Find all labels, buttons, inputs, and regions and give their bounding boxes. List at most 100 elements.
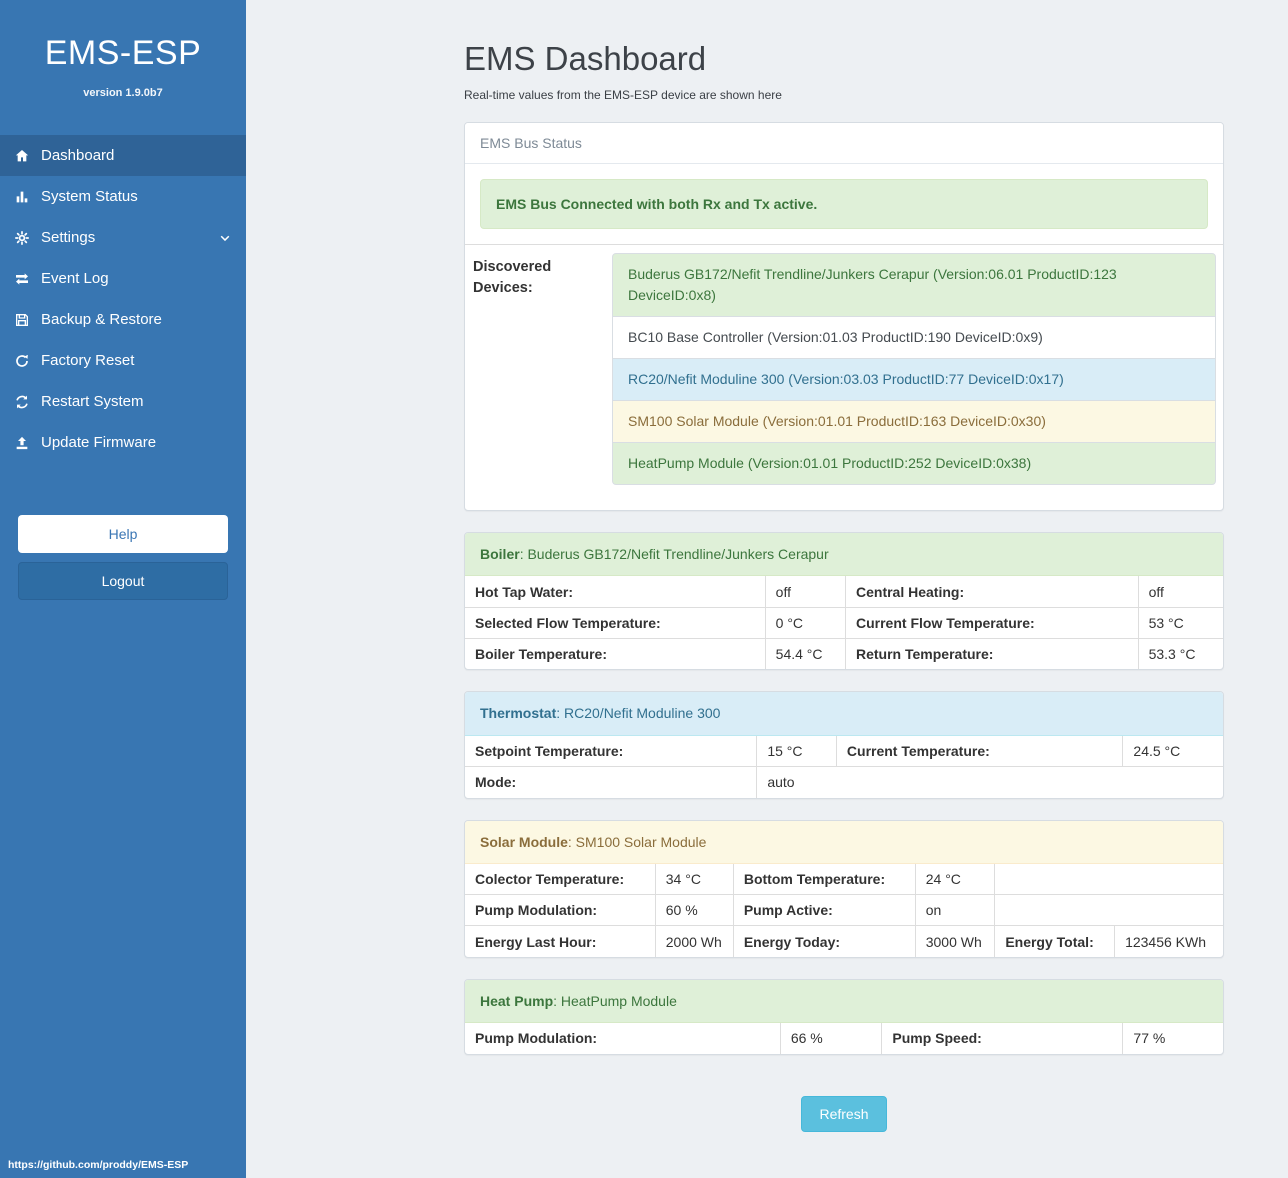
heatpump-panel-heading: Heat Pump: HeatPump Module xyxy=(465,979,1223,1023)
panel-device-name: : Buderus GB172/Nefit Trendline/Junkers … xyxy=(519,546,829,563)
dashboard-content: EMS Dashboard Real-time values from the … xyxy=(464,0,1224,1172)
sidebar-item-backup-restore[interactable]: Backup & Restore xyxy=(0,299,246,340)
field-label: Return Temperature: xyxy=(845,637,1139,670)
panel-device-name: : HeatPump Module xyxy=(553,992,677,1009)
table-row: Selected Flow Temperature: 0 °C Current … xyxy=(465,606,1223,639)
boiler-table: Hot Tap Water: off Central Heating: off … xyxy=(465,576,1223,670)
app-version: version 1.9.0b7 xyxy=(83,87,163,99)
list-item: Buderus GB172/Nefit Trendline/Junkers Ce… xyxy=(612,253,1216,318)
table-row: Hot Tap Water: off Central Heating: off xyxy=(465,576,1223,608)
table-row: Energy Last Hour: 2000 Wh Energy Today: … xyxy=(465,925,1223,957)
discovered-devices-row: Discovered Devices: Buderus GB172/Nefit … xyxy=(465,244,1223,510)
solar-module-panel: Solar Module: SM100 Solar Module Colecto… xyxy=(464,819,1224,958)
empty-cell xyxy=(994,894,1223,926)
thermostat-panel: Thermostat: RC20/Nefit Moduline 300 Setp… xyxy=(464,691,1224,799)
table-row: Colector Temperature: 34 °C Bottom Tempe… xyxy=(465,863,1223,895)
field-label: Pump Speed: xyxy=(881,1022,1123,1054)
field-label: Pump Active: xyxy=(732,894,916,926)
sidebar-item-restart-system[interactable]: Restart System xyxy=(0,381,246,422)
field-label: Selected Flow Temperature: xyxy=(465,606,766,639)
field-label: Bottom Temperature: xyxy=(732,863,916,895)
boiler-panel: Boiler: Buderus GB172/Nefit Trendline/Ju… xyxy=(464,532,1224,671)
table-row: Setpoint Temperature: 15 °C Current Temp… xyxy=(465,735,1223,767)
sidebar-item-label: Dashboard xyxy=(41,147,115,164)
field-value: 123456 KWh xyxy=(1114,925,1223,957)
field-value: 15 °C xyxy=(756,735,837,767)
thermostat-panel-heading: Thermostat: RC20/Nefit Moduline 300 xyxy=(465,692,1223,736)
solar-table: Colector Temperature: 34 °C Bottom Tempe… xyxy=(465,863,1223,957)
bus-status-alert: EMS Bus Connected with both Rx and Tx ac… xyxy=(480,179,1208,230)
sidebar-item-label: System Status xyxy=(41,188,138,205)
field-label: Current Temperature: xyxy=(835,735,1123,767)
sync-icon xyxy=(14,394,30,410)
upload-icon xyxy=(14,435,30,451)
field-value: off xyxy=(764,576,846,608)
panel-device-name: : SM100 Solar Module xyxy=(567,833,707,850)
sidebar-item-label: Settings xyxy=(41,229,96,246)
sidebar-buttons: Help Logout xyxy=(18,515,228,600)
sidebar-item-system-status[interactable]: System Status xyxy=(0,176,246,217)
sidebar-item-dashboard[interactable]: Dashboard xyxy=(0,135,246,176)
sidebar-nav: Dashboard System Status Settings Event L… xyxy=(0,135,246,463)
field-label: Colector Temperature: xyxy=(475,871,625,887)
field-label: Mode: xyxy=(465,766,757,798)
panel-device-name: : RC20/Nefit Moduline 300 xyxy=(556,705,721,722)
boiler-panel-heading: Boiler: Buderus GB172/Nefit Trendline/Ju… xyxy=(465,533,1223,577)
device-list: Buderus GB172/Nefit Trendline/Junkers Ce… xyxy=(612,253,1216,486)
table-row: Pump Modulation: 60 % Pump Active: on xyxy=(465,894,1223,926)
field-label: Energy Total: xyxy=(994,925,1115,957)
github-link[interactable]: https://github.com/proddy/EMS-ESP xyxy=(8,1159,189,1171)
field-value: 2000 Wh xyxy=(654,925,734,957)
field-value: 0 °C xyxy=(764,606,846,639)
sidebar-item-label: Backup & Restore xyxy=(41,311,162,328)
list-item: SM100 Solar Module (Version:01.01 Produc… xyxy=(612,400,1216,444)
field-label: Hot Tap Water: xyxy=(475,583,573,600)
field-value: 24.5 °C xyxy=(1122,735,1223,767)
chevron-down-icon xyxy=(218,231,232,245)
field-value: 53 °C xyxy=(1137,606,1223,639)
field-label: Setpoint Temperature: xyxy=(475,742,624,759)
table-row: Mode: auto xyxy=(465,766,1223,798)
refresh-button[interactable]: Refresh xyxy=(801,1095,887,1132)
refresh-area: Refresh xyxy=(464,1076,1224,1172)
panel-title: Solar Module xyxy=(480,833,568,850)
bus-panel-title: EMS Bus Status xyxy=(465,123,1223,165)
field-value: 60 % xyxy=(654,894,734,926)
solar-panel-heading: Solar Module: SM100 Solar Module xyxy=(465,820,1223,864)
sidebar-item-label: Factory Reset xyxy=(41,352,135,369)
list-item: BC10 Base Controller (Version:01.03 Prod… xyxy=(612,316,1216,360)
main-area: EMS Dashboard Real-time values from the … xyxy=(246,0,1288,1178)
field-label: Central Heating: xyxy=(845,576,1139,608)
exchange-icon xyxy=(14,271,30,287)
panel-title: Boiler xyxy=(480,546,520,563)
app-brand: EMS-ESP xyxy=(44,34,202,72)
panel-title: Heat Pump xyxy=(480,992,554,1009)
page-subtitle: Real-time values from the EMS-ESP device… xyxy=(464,88,782,102)
help-button[interactable]: Help xyxy=(18,515,228,553)
thermostat-table: Setpoint Temperature: 15 °C Current Temp… xyxy=(465,735,1223,798)
field-value: off xyxy=(1137,576,1223,608)
field-label: Boiler Temperature: xyxy=(465,637,766,670)
field-value: 66 % xyxy=(779,1022,882,1054)
field-label: Pump Modulation: xyxy=(465,894,656,926)
sidebar-item-label: Update Firmware xyxy=(41,434,157,451)
field-value: on xyxy=(914,894,995,926)
sidebar-item-update-firmware[interactable]: Update Firmware xyxy=(0,422,246,463)
field-label: Pump Modulation: xyxy=(475,1030,598,1047)
field-value: 54.4 °C xyxy=(764,637,846,670)
heatpump-table: Pump Modulation: 66 % Pump Speed: 77 % xyxy=(465,1022,1223,1054)
sidebar-item-label: Restart System xyxy=(41,393,144,410)
field-value: 24 °C xyxy=(914,863,995,895)
chart-icon xyxy=(14,189,30,205)
sidebar-item-factory-reset[interactable]: Factory Reset xyxy=(0,340,246,381)
sidebar-item-event-log[interactable]: Event Log xyxy=(0,258,246,299)
sidebar-item-settings[interactable]: Settings xyxy=(0,217,246,258)
gear-icon xyxy=(14,230,30,246)
list-item: HeatPump Module (Version:01.01 ProductID… xyxy=(612,442,1216,486)
logout-button[interactable]: Logout xyxy=(18,562,228,600)
field-value: 34 °C xyxy=(654,863,734,895)
field-label: Energy Today: xyxy=(732,925,916,957)
field-value: 53.3 °C xyxy=(1137,637,1223,670)
save-icon xyxy=(14,312,30,328)
list-item: RC20/Nefit Moduline 300 (Version:03.03 P… xyxy=(612,358,1216,402)
